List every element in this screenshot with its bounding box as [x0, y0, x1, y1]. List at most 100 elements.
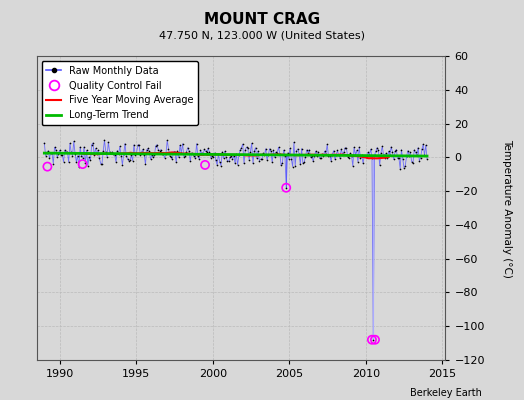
Point: [61, 147, 69, 153]
Point: [153, 142, 161, 148]
Point: [396, 166, 405, 172]
Point: [57, 152, 65, 158]
Point: [157, 146, 165, 153]
Point: [272, 149, 280, 155]
Point: [79, 161, 87, 167]
Point: [154, 146, 162, 153]
Point: [391, 148, 399, 155]
Point: [89, 140, 97, 146]
Point: [81, 160, 90, 166]
Point: [40, 140, 49, 146]
Point: [417, 154, 425, 161]
Point: [205, 149, 214, 156]
Point: [364, 149, 373, 156]
Point: [62, 149, 70, 156]
Point: [75, 164, 83, 170]
Point: [135, 142, 143, 148]
Point: [221, 148, 229, 154]
Point: [410, 147, 419, 153]
Point: [185, 147, 193, 154]
Point: [201, 162, 209, 168]
Point: [275, 144, 283, 150]
Point: [217, 162, 225, 169]
Point: [387, 144, 396, 150]
Point: [298, 145, 306, 152]
Point: [204, 145, 212, 152]
Point: [105, 149, 114, 155]
Point: [256, 156, 265, 162]
Point: [52, 146, 60, 153]
Point: [399, 155, 407, 162]
Point: [341, 145, 350, 151]
Point: [270, 154, 279, 160]
Point: [376, 162, 384, 168]
Point: [63, 148, 72, 155]
Point: [403, 148, 412, 154]
Point: [119, 151, 128, 157]
Point: [395, 154, 403, 161]
Point: [334, 152, 343, 159]
Point: [331, 156, 339, 162]
Point: [88, 142, 96, 148]
Point: [253, 155, 261, 162]
Point: [163, 137, 171, 144]
Point: [76, 144, 84, 150]
Point: [84, 162, 92, 169]
Point: [214, 150, 223, 157]
Point: [144, 145, 152, 152]
Point: [215, 159, 224, 165]
Point: [203, 149, 211, 155]
Point: [96, 160, 105, 167]
Point: [77, 152, 85, 159]
Point: [174, 154, 183, 160]
Point: [192, 140, 201, 147]
Point: [368, 336, 376, 343]
Point: [291, 162, 299, 169]
Point: [82, 147, 91, 153]
Point: [220, 155, 228, 162]
Point: [194, 153, 202, 160]
Point: [288, 164, 297, 170]
Point: [108, 149, 116, 155]
Point: [59, 159, 68, 165]
Point: [118, 162, 127, 168]
Point: [347, 152, 356, 159]
Point: [198, 150, 206, 156]
Point: [183, 144, 192, 151]
Point: [301, 154, 310, 160]
Point: [160, 154, 169, 161]
Point: [405, 152, 413, 159]
Point: [116, 143, 124, 150]
Point: [53, 154, 61, 160]
Point: [112, 159, 120, 165]
Point: [64, 159, 73, 166]
Point: [113, 147, 122, 154]
Point: [235, 152, 243, 158]
Point: [237, 144, 246, 151]
Point: [188, 150, 196, 156]
Point: [199, 151, 207, 158]
Point: [131, 152, 139, 158]
Point: [162, 151, 170, 157]
Point: [414, 144, 422, 151]
Point: [150, 152, 159, 159]
Point: [282, 184, 290, 191]
Point: [123, 156, 132, 162]
Point: [313, 153, 321, 160]
Point: [276, 150, 284, 157]
Point: [72, 159, 81, 165]
Point: [369, 336, 377, 343]
Point: [176, 142, 184, 149]
Point: [223, 158, 232, 164]
Legend: Raw Monthly Data, Quality Control Fail, Five Year Moving Average, Long-Term Tren: Raw Monthly Data, Quality Control Fail, …: [41, 61, 198, 125]
Point: [383, 155, 391, 161]
Point: [180, 153, 188, 160]
Point: [169, 148, 178, 155]
Text: Berkeley Earth: Berkeley Earth: [410, 388, 482, 398]
Point: [268, 159, 276, 165]
Point: [48, 150, 56, 156]
Point: [357, 152, 366, 159]
Point: [45, 155, 53, 161]
Point: [56, 147, 64, 154]
Point: [226, 154, 234, 160]
